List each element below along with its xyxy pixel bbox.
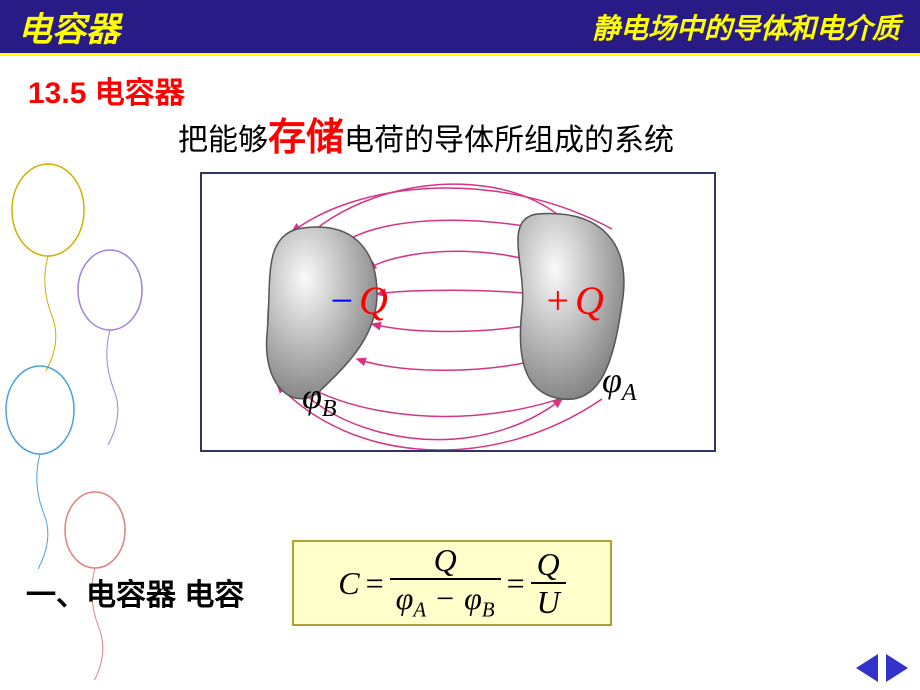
formula-frac1: Q φA − φB <box>390 544 501 621</box>
capacitance-formula: C = Q φA − φB = Q U <box>338 544 565 621</box>
prev-slide-button[interactable] <box>856 654 878 682</box>
section-number-title: 13.5 电容器 <box>28 68 185 112</box>
next-slide-button[interactable] <box>886 654 908 682</box>
formula-lhs: C <box>338 565 359 602</box>
capacitance-formula-box: C = Q φA − φB = Q U <box>292 540 612 626</box>
capacitor-diagram: −Q +Q φB φA <box>200 172 716 452</box>
potential-label-b: φB <box>302 376 337 422</box>
nav-arrows <box>856 654 908 682</box>
section-heading: 一、电容器 电容 <box>26 570 244 614</box>
header-title-left: 电容器 <box>18 2 120 51</box>
description-text: 把能够存储电荷的导体所组成的系统 <box>178 106 674 161</box>
header-title-right: 静电场中的导体和电介质 <box>592 7 900 47</box>
formula-eq2: = <box>507 565 525 602</box>
potential-label-a: φA <box>602 360 637 406</box>
desc-prefix: 把能够 <box>178 124 268 157</box>
desc-emphasis: 存储 <box>268 117 344 159</box>
formula-eq1: = <box>366 565 384 602</box>
desc-suffix: 电荷的导体所组成的系统 <box>344 124 674 157</box>
formula-frac2: Q U <box>531 548 566 618</box>
diagram-svg: −Q +Q φB φA <box>202 174 714 450</box>
slide-header: 电容器 静电场中的导体和电介质 <box>0 0 920 56</box>
